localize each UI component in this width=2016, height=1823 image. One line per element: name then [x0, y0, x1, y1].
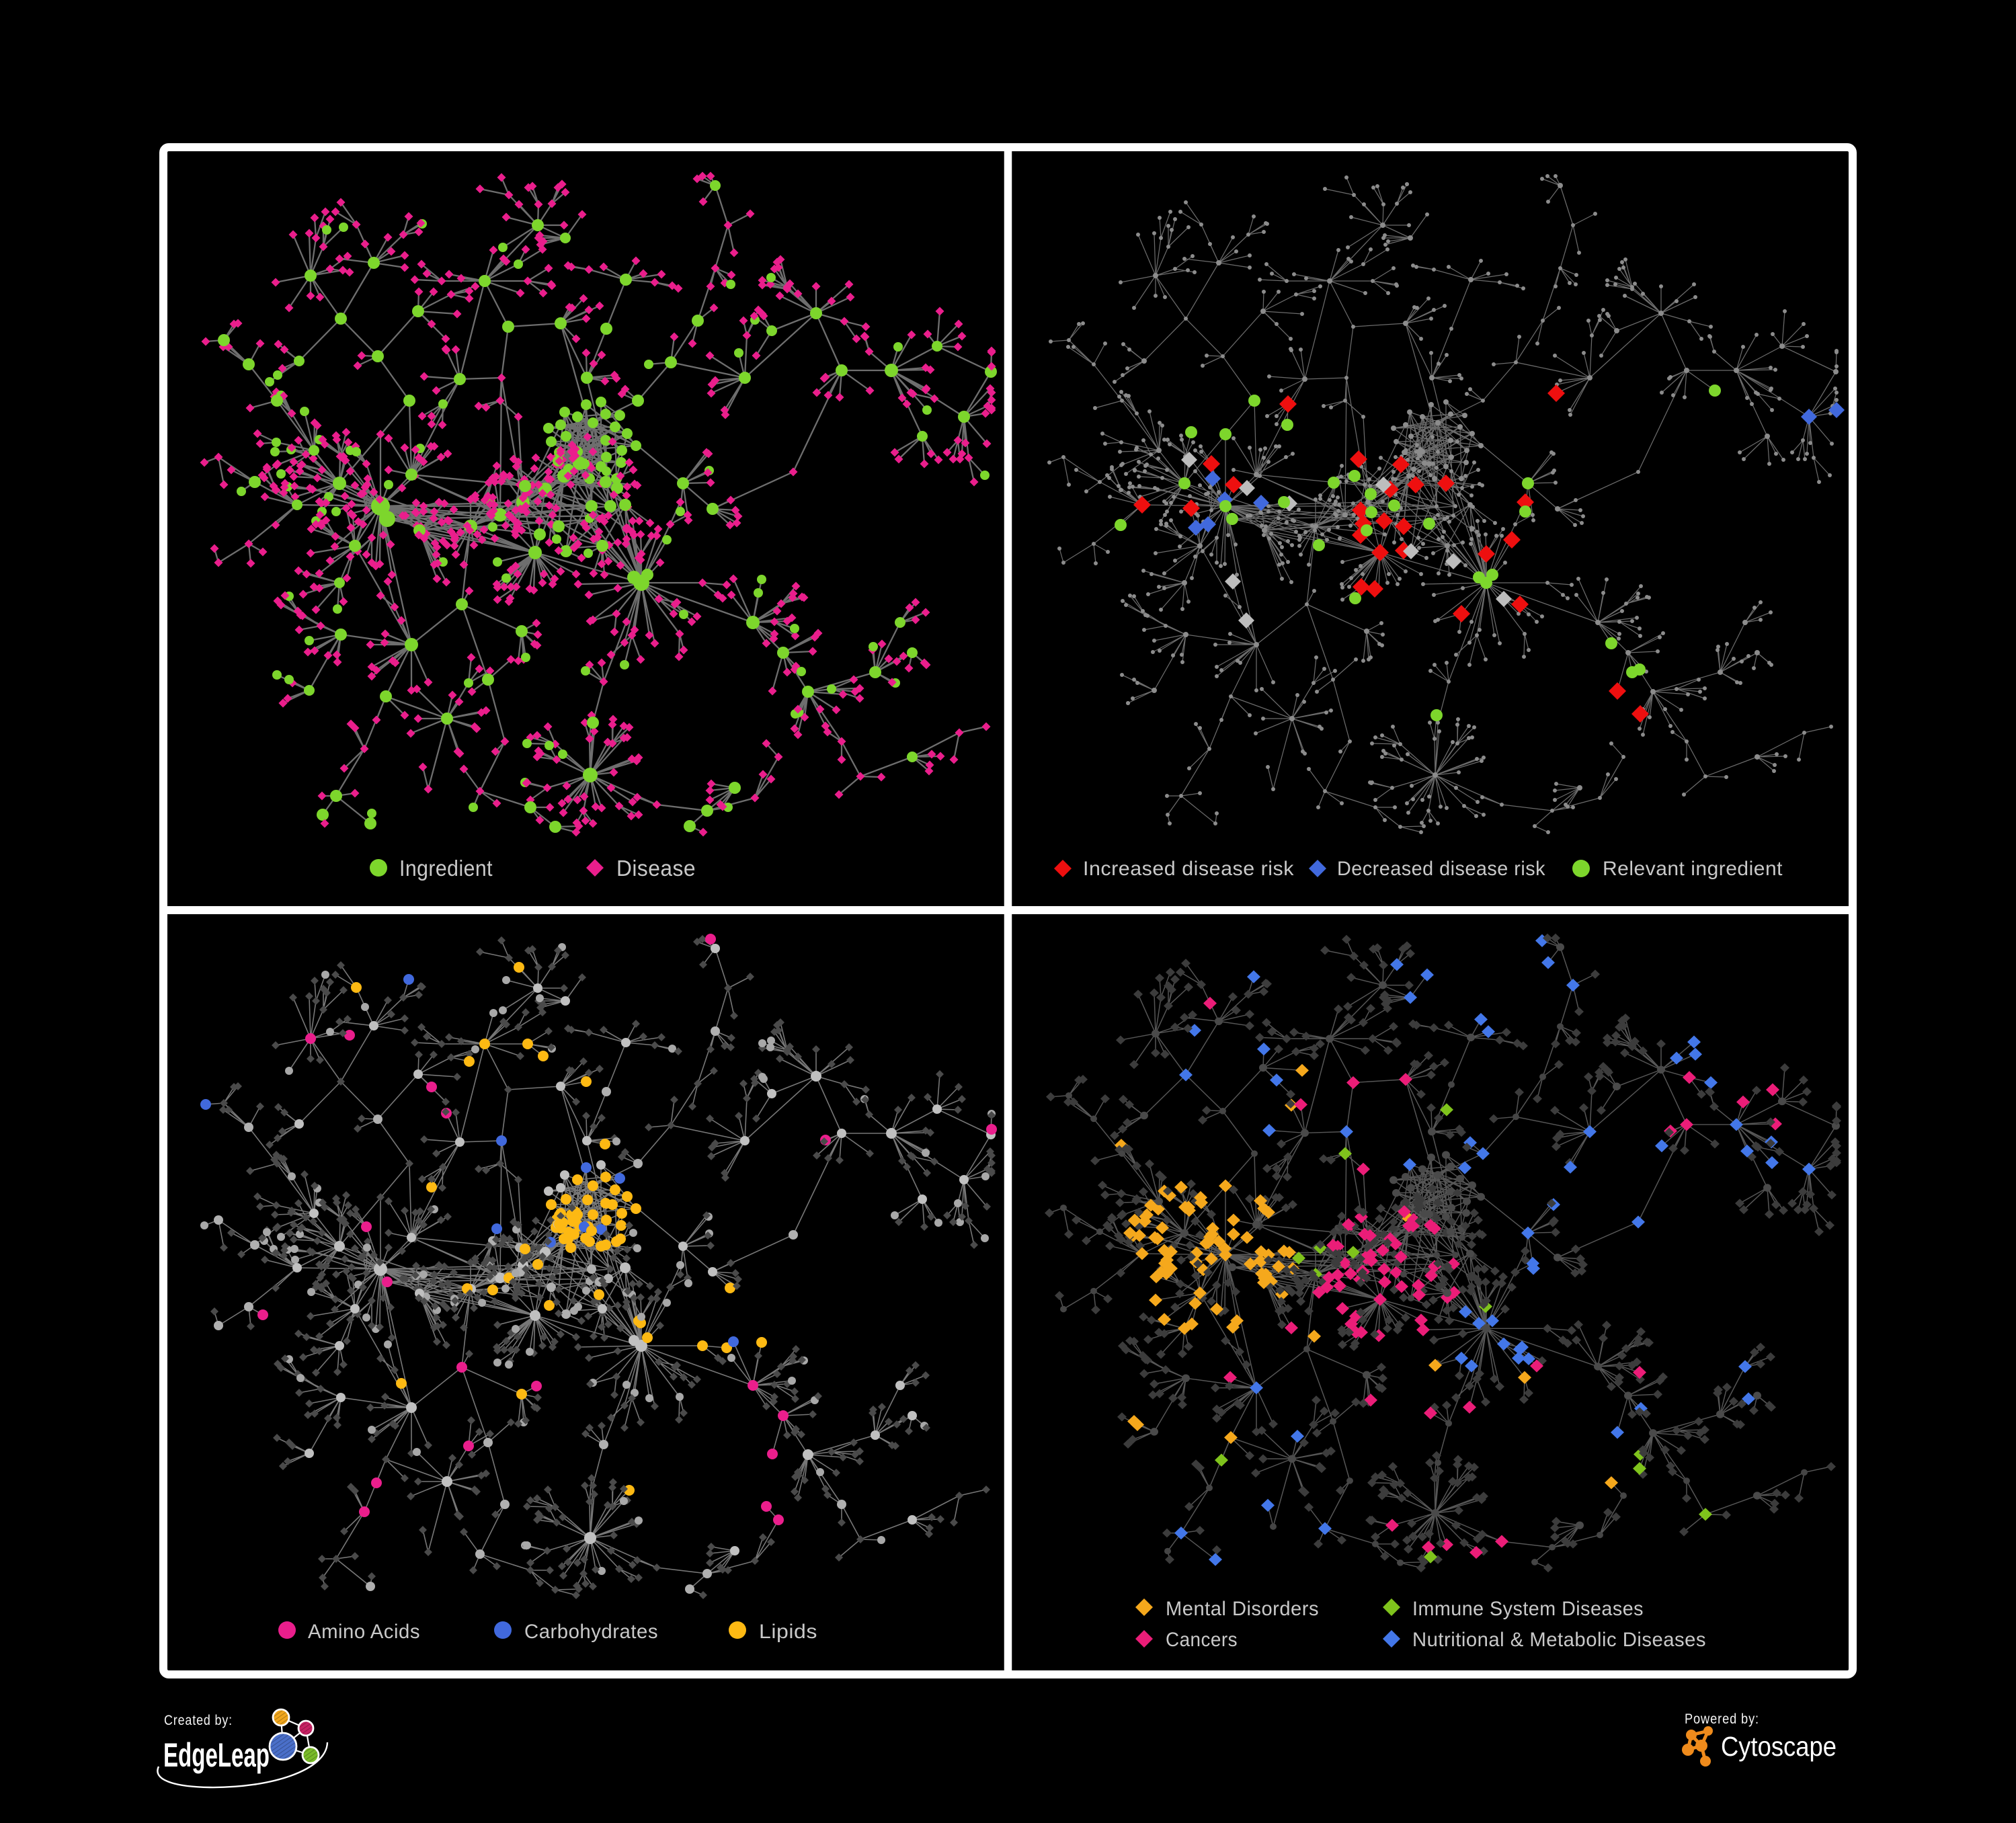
svg-text:Ingredient: Ingredient: [399, 856, 493, 881]
svg-text:Immune System Diseases: Immune System Diseases: [1412, 1598, 1644, 1620]
svg-text:Created by:: Created by:: [164, 1713, 233, 1728]
svg-text:Decreased disease risk: Decreased disease risk: [1337, 858, 1545, 880]
svg-text:Mental Disorders: Mental Disorders: [1166, 1598, 1319, 1620]
svg-text:Lipids: Lipids: [759, 1621, 817, 1643]
svg-text:Nutritional & Metabolic Diseas: Nutritional & Metabolic Diseases: [1412, 1629, 1706, 1651]
svg-text:Relevant ingredient: Relevant ingredient: [1603, 858, 1783, 880]
svg-text:Cytoscape: Cytoscape: [1721, 1731, 1837, 1762]
svg-text:Amino Acids: Amino Acids: [308, 1621, 420, 1643]
svg-text:Carbohydrates: Carbohydrates: [524, 1621, 658, 1643]
svg-text:Cancers: Cancers: [1166, 1629, 1238, 1651]
svg-text:Disease: Disease: [616, 856, 696, 881]
svg-text:EdgeLeap: EdgeLeap: [163, 1736, 270, 1774]
svg-text:Powered by:: Powered by:: [1685, 1711, 1759, 1727]
svg-text:Increased disease risk: Increased disease risk: [1083, 858, 1294, 880]
